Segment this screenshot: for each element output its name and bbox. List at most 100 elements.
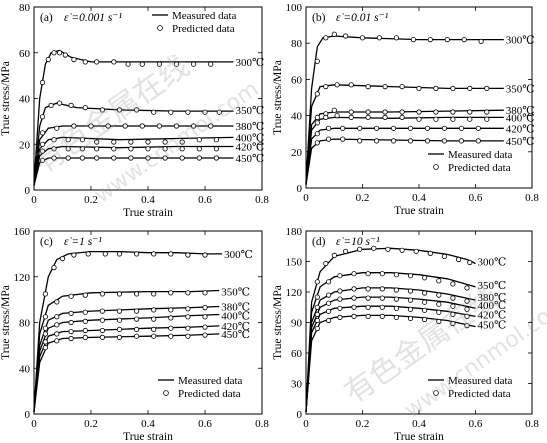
predicted-point [56,100,63,106]
predicted-point [105,123,111,129]
predicted-point [134,251,140,257]
predicted-point [314,325,320,332]
x-axis-label: True strain [394,205,444,217]
measured-line [33,305,220,412]
temperature-label: 420℃ [236,142,265,154]
measured-line [33,136,234,186]
predicted-point [79,137,86,143]
series-300℃: 300℃ [305,245,506,411]
x-tick-label: 0.2 [356,418,370,430]
predicted-point [376,35,382,41]
predicted-point [421,316,428,322]
predicted-point [82,309,88,315]
predicted-point [151,333,157,339]
measured-line [305,116,504,185]
x-tick-label: 0.2 [84,418,98,430]
predicted-point [351,295,357,301]
predicted-point [208,123,214,129]
predicted-point [357,246,363,252]
temperature-label: 380℃ [221,301,250,313]
predicted-point [191,123,197,129]
predicted-point [139,61,145,67]
predicted-point [314,131,320,137]
predicted-point [450,85,456,92]
predicted-point [145,155,151,161]
predicted-point [407,125,414,131]
legend-predicted-swatch [157,25,163,31]
predicted-point [390,138,397,144]
x-tick-label: 0.4 [412,192,426,204]
panel-label: (b) [312,12,326,24]
predicted-point [128,155,134,161]
x-tick-label: 0.6 [469,418,483,430]
predicted-point [185,325,191,331]
predicted-point [116,308,123,314]
predicted-point [56,50,63,56]
chart-panel-1: 0 0.2 0.4 0.6 0.8 0 20 40 60 80 True strain True st… [0,2,269,219]
predicted-point [54,338,60,344]
predicted-point [450,295,456,301]
x-axis-label: True strain [123,431,173,443]
predicted-point [421,275,428,281]
y-tick-label: 160 [14,226,31,238]
predicted-point [410,36,416,43]
temperature-label: 420℃ [478,309,507,321]
predicted-point [407,297,414,303]
predicted-point [337,314,343,320]
predicted-point [331,31,337,37]
predicted-point [82,327,88,334]
predicted-point [475,138,481,144]
predicted-point [373,138,380,144]
predicted-point [461,36,467,43]
temperature-label: 350℃ [236,105,265,117]
chart-panel-2: 0 0.2 0.4 0.6 0.8 0 20 40 60 80 100 True strain True… [272,2,539,217]
predicted-point [179,155,185,161]
y-tick-label: 20 [19,139,31,151]
predicted-point [39,141,46,147]
temperature-label: 400℃ [221,311,250,323]
predicted-point [151,109,157,115]
temperature-label: 350℃ [478,280,507,292]
y-tick-label: 80 [19,318,31,330]
predicted-point [59,255,66,262]
predicted-point [390,125,397,131]
predicted-point [191,61,197,67]
series-300℃: 300℃ [33,49,264,184]
predicted-point [122,123,128,129]
predicted-point [337,296,343,302]
predicted-point [99,107,106,113]
legend-predicted-swatch [433,164,439,170]
strain-rate-label: ε̇ =0.001 s⁻¹ [64,12,122,24]
predicted-point [48,102,54,109]
series-350℃: 350℃ [33,100,265,186]
x-tick-label: 0.2 [356,192,370,204]
predicted-point [348,109,354,115]
predicted-point [54,299,60,305]
predicted-point [365,114,371,121]
predicted-point [323,114,329,121]
y-tick-label: 60 [291,348,303,360]
y-tick-label: 0 [297,409,303,421]
panel-label: (d) [312,236,326,248]
predicted-point [314,294,320,300]
legend-measured-label: Measured data [178,375,243,387]
predicted-point [54,314,60,320]
series-350℃: 350℃ [305,271,507,413]
predicted-point [413,248,419,254]
predicted-point [436,301,442,307]
predicted-point [71,123,77,129]
predicted-point [185,290,191,296]
measured-line [33,325,220,412]
predicted-point [134,316,140,322]
predicted-point [484,116,490,122]
predicted-point [450,311,456,317]
predicted-point [196,146,202,152]
predicted-point [424,138,431,144]
predicted-point [168,315,174,321]
y-tick-label: 180 [286,226,303,238]
predicted-point [51,50,57,56]
y-tick-label: 120 [14,272,31,284]
x-tick-label: 0.6 [198,418,212,430]
